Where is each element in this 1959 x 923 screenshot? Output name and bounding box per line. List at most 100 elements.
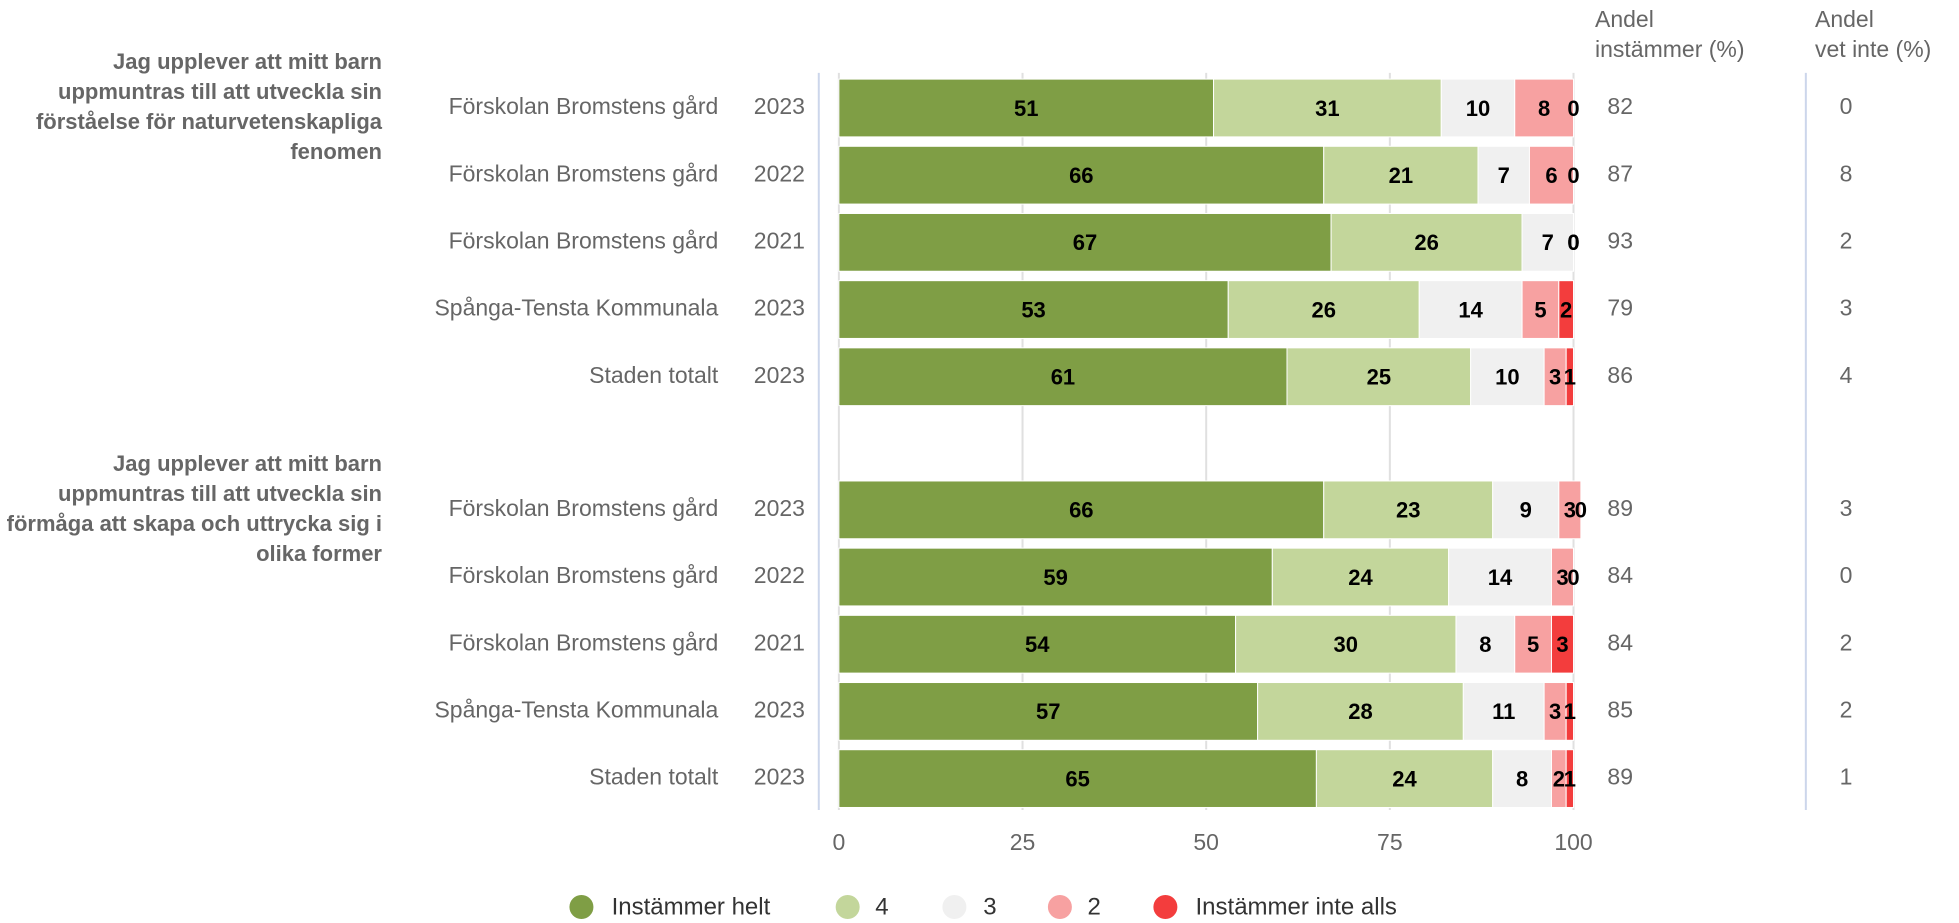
agree-value: 86 [1607, 362, 1633, 388]
year-label: 2023 [754, 495, 805, 521]
bar-segment [1558, 280, 1575, 339]
year-label: 2021 [754, 629, 805, 655]
year-label: 2023 [754, 93, 805, 119]
group-label: Jag upplever att mitt barn uppmuntras ti… [35, 49, 382, 164]
category-label: Staden totalt [589, 362, 719, 388]
data-label: 8 [1479, 632, 1491, 657]
bar-segment [1271, 547, 1450, 607]
bar-segment [1227, 280, 1420, 339]
data-label: 24 [1348, 565, 1373, 590]
category-label: Spånga-Tensta Kommunala [434, 295, 718, 321]
bar-segment [1521, 212, 1575, 272]
data-label: 53 [1021, 297, 1045, 322]
data-label: 66 [1069, 163, 1093, 188]
legend-marker [942, 895, 967, 919]
category-label: Förskolan Bromstens gård [449, 495, 719, 521]
data-label: 1 [1564, 365, 1576, 390]
data-label: 54 [1025, 632, 1050, 657]
data-label: 61 [1051, 365, 1075, 390]
data-label: 0 [1567, 230, 1579, 255]
bar-segment [1462, 682, 1545, 741]
bar-segment [1492, 749, 1552, 808]
bar-segment [838, 145, 1325, 205]
dont-know-value: 3 [1840, 495, 1853, 521]
data-label: 24 [1392, 766, 1417, 791]
bar-segment [1330, 212, 1523, 272]
year-label: 2021 [754, 227, 805, 253]
data-label: 3 [1549, 365, 1561, 390]
x-tick-label: 75 [1377, 829, 1403, 855]
data-label: 0 [1567, 565, 1579, 590]
data-label: 3 [1556, 565, 1568, 590]
agree-value: 89 [1607, 764, 1633, 790]
column-header: Andel instämmer (%) [1595, 6, 1745, 62]
x-tick-label: 50 [1193, 829, 1219, 855]
data-label: 57 [1036, 699, 1060, 724]
bar-segment [838, 682, 1259, 741]
x-tick-label: 100 [1554, 829, 1592, 855]
bar-segment [838, 212, 1332, 272]
bar-segment [1257, 682, 1464, 741]
data-label: 1 [1564, 699, 1576, 724]
dont-know-value: 0 [1840, 93, 1853, 119]
bar-segment [1323, 480, 1494, 540]
bar-segment [1448, 547, 1552, 607]
data-label: 65 [1065, 766, 1089, 791]
bar-segment [838, 614, 1237, 674]
year-label: 2022 [754, 160, 805, 186]
dont-know-value: 2 [1840, 227, 1853, 253]
dont-know-value: 3 [1840, 295, 1853, 321]
agree-value: 79 [1607, 295, 1633, 321]
data-label: 30 [1334, 632, 1358, 657]
data-label: 26 [1311, 297, 1335, 322]
data-label: 66 [1069, 498, 1093, 523]
data-label: 7 [1542, 230, 1554, 255]
data-label: 11 [1492, 699, 1515, 724]
legend-label: 4 [875, 893, 888, 920]
bar-segment [1514, 78, 1575, 138]
year-label: 2023 [754, 362, 805, 388]
category-label: Förskolan Bromstens gård [449, 93, 719, 119]
data-label: 14 [1488, 565, 1513, 590]
data-label: 3 [1549, 699, 1561, 724]
bar-segment [1492, 480, 1560, 540]
bar-segment [1315, 749, 1494, 808]
dont-know-value: 8 [1840, 160, 1853, 186]
data-label: 3 [1556, 632, 1568, 657]
data-label: 6 [1545, 163, 1557, 188]
data-label: 25 [1367, 365, 1391, 390]
data-label: 8 [1538, 96, 1550, 121]
data-label: 0 [1567, 230, 1579, 255]
data-label: 28 [1348, 699, 1372, 724]
agree-value: 89 [1607, 495, 1633, 521]
bar-segment [1565, 347, 1575, 407]
year-label: 2023 [754, 295, 805, 321]
bar-segment [838, 280, 1229, 339]
legend-label: Instämmer helt [612, 893, 771, 920]
data-label: 21 [1389, 163, 1413, 188]
legend-label: 3 [983, 893, 996, 920]
data-label: 51 [1014, 96, 1038, 121]
column-header: Andel vet inte (%) [1815, 6, 1932, 62]
data-label: 10 [1466, 96, 1490, 121]
dont-know-value: 4 [1840, 362, 1853, 388]
bar-segment [1550, 547, 1575, 607]
group-label: Jag upplever att mitt barn uppmuntras ti… [6, 451, 382, 566]
bar-segment [1470, 347, 1545, 407]
data-label: 1 [1564, 766, 1576, 791]
data-label: 0 [1567, 96, 1579, 121]
data-label: 0 [1567, 163, 1579, 188]
legend-marker [835, 895, 860, 919]
bar-segment [1565, 749, 1575, 808]
data-label: 59 [1043, 565, 1067, 590]
bar-segment [1418, 280, 1523, 339]
agree-value: 84 [1607, 629, 1633, 655]
bar-segment [838, 480, 1325, 540]
data-label: 3 [1564, 498, 1576, 523]
x-tick-label: 0 [832, 829, 845, 855]
bar-segment [1235, 614, 1457, 674]
bar-segment [1558, 480, 1582, 540]
category-label: Förskolan Bromstens gård [449, 227, 719, 253]
